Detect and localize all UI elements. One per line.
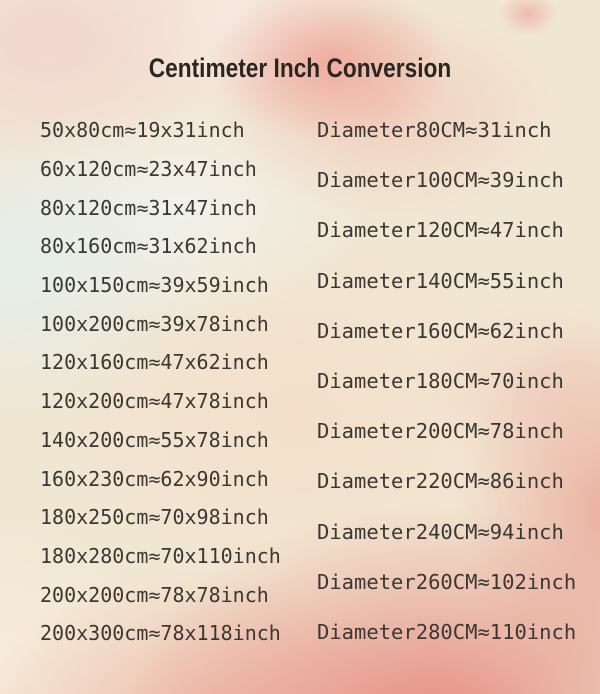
diameter-conversion-row: Diameter80CM≈31inch xyxy=(317,118,552,143)
diameter-conversion-row: Diameter100CM≈39inch xyxy=(317,168,564,193)
rect-conversion-row: 180x250cm≈70x98inch xyxy=(40,505,269,530)
page-title: Centimeter Inch Conversion xyxy=(148,53,452,83)
diameter-conversion-row: Diameter240CM≈94inch xyxy=(317,519,564,544)
rect-size-column: 50x80cm≈19x31inch 60x120cm≈23x47inch 80x12… xyxy=(40,111,281,653)
diameter-conversion-row: Diameter140CM≈55inch xyxy=(317,268,564,293)
diameter-conversion-row: Diameter200CM≈78inch xyxy=(317,419,564,444)
rect-conversion-row: 120x160cm≈47x62inch xyxy=(40,350,269,375)
rect-conversion-row: 80x160cm≈31x62inch xyxy=(40,234,257,259)
rect-conversion-row: 160x230cm≈62x90inch xyxy=(40,466,269,491)
rect-conversion-row: 120x200cm≈47x78inch xyxy=(40,389,269,414)
rect-conversion-row: 100x200cm≈39x78inch xyxy=(40,311,269,336)
diameter-conversion-row: Diameter220CM≈86inch xyxy=(317,469,564,494)
rect-conversion-row: 200x200cm≈78x78inch xyxy=(40,582,269,607)
rect-conversion-row: 180x280cm≈70x110inch xyxy=(40,543,281,568)
diameter-conversion-row: Diameter120CM≈47inch xyxy=(317,218,564,243)
rect-conversion-row: 60x120cm≈23x47inch xyxy=(40,157,257,182)
rect-conversion-row: 140x200cm≈55x78inch xyxy=(40,427,269,452)
rect-conversion-row: 80x120cm≈31x47inch xyxy=(40,195,257,220)
diameter-conversion-row: Diameter280CM≈110inch xyxy=(317,619,577,644)
diameter-conversion-row: Diameter180CM≈70inch xyxy=(317,369,564,394)
rect-conversion-row: 50x80cm≈19x31inch xyxy=(40,118,245,143)
diameter-size-column: Diameter80CM≈31inch Diameter100CM≈39inch D… xyxy=(317,105,576,657)
diameter-conversion-row: Diameter260CM≈102inch xyxy=(317,569,577,594)
rect-conversion-row: 200x300cm≈78x118inch xyxy=(40,621,281,646)
diameter-conversion-row: Diameter160CM≈62inch xyxy=(317,318,564,343)
rect-conversion-row: 100x150cm≈39x59inch xyxy=(40,273,269,298)
